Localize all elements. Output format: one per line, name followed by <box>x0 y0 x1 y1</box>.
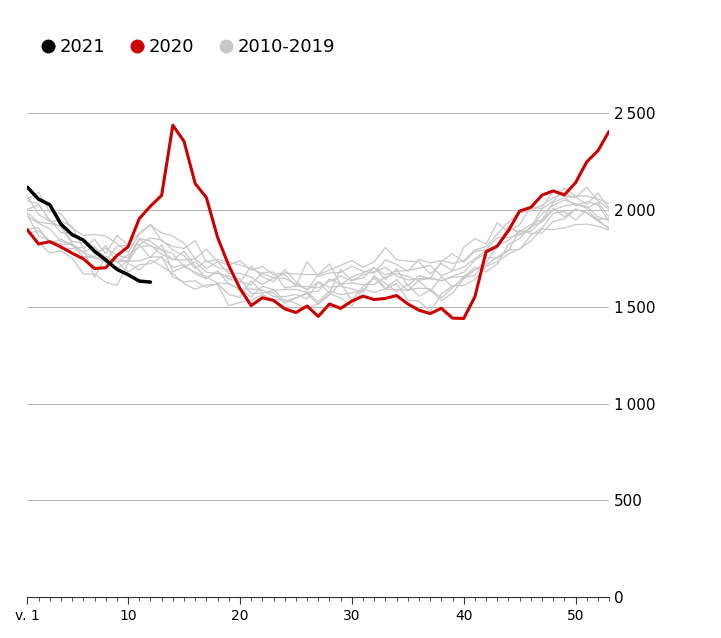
Legend: 2021, 2020, 2010-2019: 2021, 2020, 2010-2019 <box>36 31 342 63</box>
